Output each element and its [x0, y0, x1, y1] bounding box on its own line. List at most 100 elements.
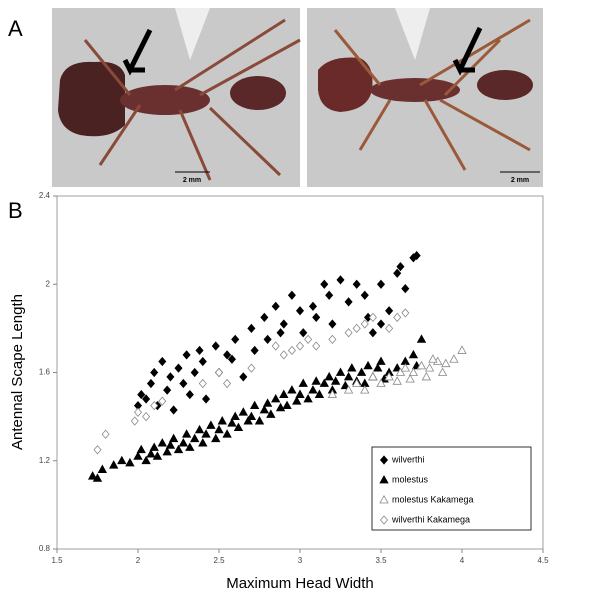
marker: [182, 350, 191, 360]
marker: [393, 312, 402, 322]
marker: [223, 350, 232, 360]
marker: [287, 385, 297, 394]
y-tick-label: 0.8: [39, 544, 51, 553]
marker: [173, 444, 184, 454]
marker: [133, 407, 143, 417]
marker: [295, 389, 305, 398]
marker: [136, 444, 146, 454]
marker: [222, 429, 232, 438]
marker: [408, 349, 419, 359]
marker: [249, 400, 260, 409]
marker: [395, 367, 406, 376]
marker: [287, 345, 296, 356]
marker: [165, 440, 176, 449]
marker: [400, 363, 410, 372]
legend-marker: [379, 494, 389, 504]
scale-bar-label: 2 mm: [183, 177, 201, 184]
y-axis-label: Antennal Scape Length: [9, 294, 26, 450]
marker: [125, 457, 135, 467]
x-tick-label: 3.5: [375, 556, 387, 565]
marker: [401, 284, 410, 294]
legend-label: molestus: [392, 474, 429, 484]
marker: [363, 360, 373, 370]
marker: [368, 328, 377, 338]
marker: [424, 363, 435, 372]
marker: [360, 319, 369, 329]
marker: [312, 312, 321, 322]
marker: [239, 372, 248, 382]
panel-label: B: [8, 198, 23, 223]
marker: [412, 250, 421, 261]
marker: [190, 367, 199, 378]
marker: [352, 323, 361, 333]
marker: [247, 363, 256, 373]
marker: [279, 319, 288, 329]
legend-label: wilverthi Kakamega: [391, 514, 470, 524]
marker: [384, 371, 394, 381]
marker: [93, 445, 102, 455]
marker: [376, 378, 386, 387]
marker: [327, 389, 338, 398]
marker: [214, 424, 224, 434]
marker: [250, 345, 259, 356]
marker: [416, 360, 427, 370]
marker: [279, 389, 289, 398]
y-tick-label: 2: [46, 279, 51, 288]
marker: [158, 396, 167, 406]
marker: [92, 473, 103, 482]
marker: [247, 323, 256, 333]
marker: [330, 376, 341, 385]
marker: [271, 341, 280, 351]
marker: [169, 405, 178, 415]
marker: [198, 438, 208, 447]
marker: [231, 334, 240, 345]
marker: [142, 412, 151, 422]
marker: [320, 279, 329, 289]
photo: 2 mm: [307, 8, 543, 187]
marker: [276, 328, 285, 338]
marker: [428, 354, 438, 363]
marker: [292, 396, 302, 405]
legend-marker: [379, 515, 389, 525]
marker: [344, 328, 353, 338]
marker: [179, 378, 188, 389]
marker: [282, 400, 292, 409]
marker: [373, 363, 383, 372]
marker: [101, 429, 110, 439]
marker: [340, 380, 351, 390]
marker: [198, 378, 207, 389]
marker: [246, 411, 257, 421]
marker: [392, 363, 402, 372]
marker: [254, 416, 265, 425]
marker: [146, 378, 155, 389]
marker: [185, 389, 194, 400]
x-tick-label: 3: [298, 556, 303, 565]
marker: [311, 376, 321, 385]
marker: [328, 319, 337, 329]
x-tick-label: 4.5: [537, 556, 549, 565]
marker: [376, 319, 386, 329]
marker: [194, 424, 205, 434]
legend-marker: [379, 474, 389, 484]
marker: [312, 341, 321, 351]
marker: [287, 290, 296, 300]
marker: [149, 442, 159, 451]
marker: [217, 416, 227, 425]
marker: [344, 297, 353, 307]
marker: [393, 268, 402, 278]
marker: [142, 394, 151, 404]
legend: [371, 446, 532, 531]
marker: [195, 345, 204, 356]
marker: [405, 374, 415, 383]
x-tick-label: 2: [136, 556, 141, 565]
marker: [271, 301, 280, 311]
marker: [314, 389, 325, 398]
marker: [238, 407, 248, 416]
marker: [259, 404, 270, 414]
marker: [227, 354, 236, 364]
marker: [421, 371, 432, 381]
marker: [376, 356, 386, 365]
marker: [157, 438, 167, 447]
